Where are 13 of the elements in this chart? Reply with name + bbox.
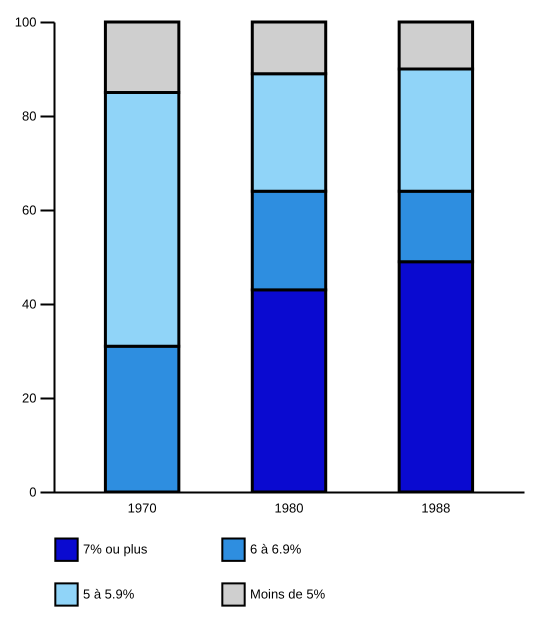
legend-label: 5 à 5.9% (83, 586, 135, 602)
x-tick-label: 1988 (421, 500, 450, 516)
legend-label: Moins de 5% (250, 586, 326, 602)
x-tick-label: 1970 (128, 500, 157, 516)
y-tick-label: 80 (22, 108, 36, 124)
legend-label: 7% ou plus (83, 542, 148, 557)
y-tick-label: 60 (22, 202, 36, 218)
y-tick-label: 20 (22, 390, 36, 406)
x-tick-label: 1980 (274, 500, 304, 516)
y-tick-label: 0 (29, 484, 36, 500)
y-tick-label: 100 (14, 14, 36, 30)
legend-label: 6 à 6.9% (250, 542, 302, 557)
y-tick-label: 40 (22, 296, 36, 312)
